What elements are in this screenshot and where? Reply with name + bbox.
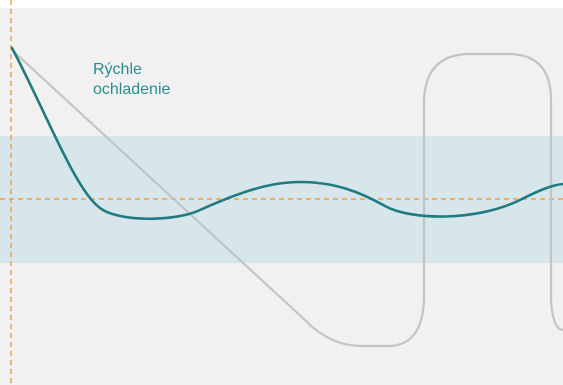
teal-rapid-cooling-curve	[10, 46, 563, 221]
grey-slow-cooling-curve	[10, 48, 563, 348]
rapid-cooling-label: Rýchle ochladenie	[93, 61, 171, 98]
